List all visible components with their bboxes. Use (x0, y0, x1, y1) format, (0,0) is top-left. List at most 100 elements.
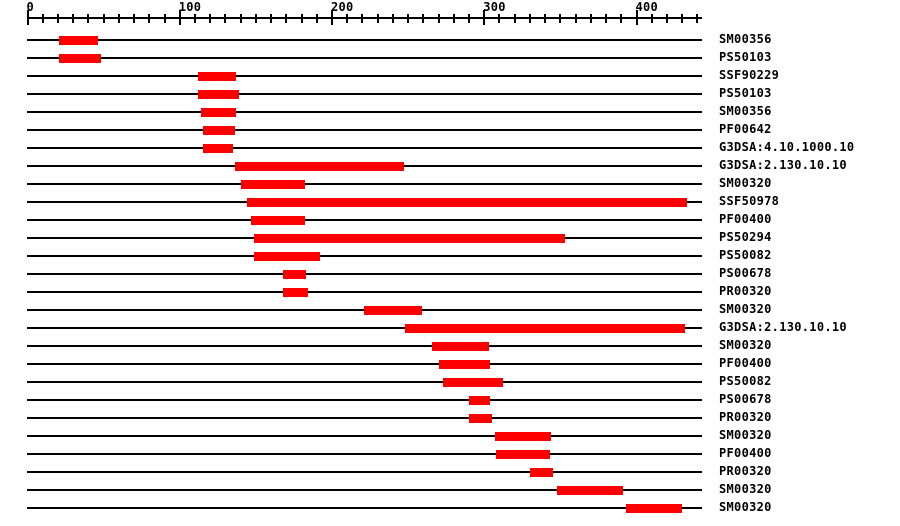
tick-mark (239, 14, 242, 23)
row-label: PR00320 (719, 410, 772, 424)
row-line (27, 327, 702, 329)
tick-mark (209, 14, 212, 23)
tick-mark (605, 14, 608, 23)
ruler-line (27, 17, 702, 19)
tick-mark (696, 14, 699, 23)
tick-mark (300, 14, 303, 23)
row-label: SM00320 (719, 302, 772, 316)
tick-mark (133, 14, 136, 23)
domain-bar (529, 468, 553, 477)
tick-mark (254, 14, 257, 23)
domain-bar (469, 396, 491, 405)
row-line (27, 75, 702, 77)
tick-mark (41, 14, 44, 23)
tick-mark (544, 14, 547, 23)
row-label: SM00320 (719, 500, 772, 514)
row-label: SSF50978 (719, 194, 780, 208)
domain-bar (283, 270, 307, 279)
tick-mark (117, 14, 120, 23)
domain-bar (443, 378, 503, 387)
tick-mark (270, 14, 273, 23)
domain-bar (234, 162, 404, 171)
row-label: PS50082 (719, 374, 772, 388)
domain-bar (283, 288, 308, 297)
tick-mark (574, 14, 577, 23)
row-line (27, 291, 702, 293)
row-line (27, 399, 702, 401)
domain-bar (201, 108, 237, 117)
row-line (27, 183, 702, 185)
tick-mark (681, 14, 684, 23)
row-line (27, 57, 702, 59)
row-label: PS50103 (719, 86, 772, 100)
row-label: SSF90229 (719, 68, 780, 82)
row-label: PS50103 (719, 50, 772, 64)
domain-bar (202, 126, 235, 135)
tick-mark (407, 14, 410, 23)
domain-bar (432, 342, 489, 351)
row-line (27, 129, 702, 131)
row-line (27, 39, 702, 41)
domain-bar (251, 216, 305, 225)
row-line (27, 363, 702, 365)
row-label: PR00320 (719, 464, 772, 478)
row-label: PF00400 (719, 356, 772, 370)
tick-mark (483, 10, 486, 25)
row-label: PF00642 (719, 122, 772, 136)
domain-bar (59, 54, 101, 63)
tick-mark (163, 14, 166, 23)
axis-tick-label: 200 (331, 0, 354, 14)
tick-mark (361, 14, 364, 23)
row-line (27, 147, 702, 149)
tick-mark (650, 14, 653, 23)
tick-mark (635, 10, 638, 25)
domain-bar (438, 360, 491, 369)
row-line (27, 381, 702, 383)
row-label: G3DSA:2.130.10.10 (719, 320, 847, 334)
row-label: SM00320 (719, 428, 772, 442)
row-line (27, 471, 702, 473)
row-label: PS00678 (719, 266, 772, 280)
tick-mark (620, 14, 623, 23)
axis-tick-label: 300 (483, 0, 506, 14)
row-line (27, 273, 702, 275)
domain-bar (202, 144, 234, 153)
domain-bar (469, 414, 492, 423)
tick-mark (589, 14, 592, 23)
axis-tick-label: 400 (635, 0, 659, 14)
domain-bar (496, 450, 550, 459)
row-line (27, 453, 702, 455)
tick-mark (468, 14, 471, 23)
tick-mark (315, 14, 318, 23)
tick-mark (559, 14, 562, 23)
domain-bar (254, 252, 320, 261)
domain-bar (405, 324, 686, 333)
domain-bar (557, 486, 623, 495)
row-label: G3DSA:2.130.10.10 (719, 158, 847, 172)
row-label: PS00678 (719, 392, 772, 406)
tick-mark (193, 14, 196, 23)
row-line (27, 255, 702, 257)
tick-mark (391, 14, 394, 23)
axis-tick-label: 100 (178, 0, 202, 14)
domain-bar (198, 90, 240, 99)
tick-mark (376, 14, 379, 23)
row-line (27, 417, 702, 419)
domain-bar (363, 306, 422, 315)
tick-mark (331, 10, 333, 25)
row-label: PR00320 (719, 284, 772, 298)
row-label: SM00356 (719, 104, 772, 118)
tick-mark (224, 14, 227, 23)
tick-mark (56, 14, 59, 23)
tick-mark (346, 14, 349, 23)
domain-bar (240, 180, 305, 189)
tick-mark (178, 10, 181, 25)
row-label: PF00400 (719, 446, 772, 460)
domain-bar (494, 432, 552, 441)
domain-bar (59, 36, 98, 45)
domain-bar (254, 234, 565, 243)
row-label: PF00400 (719, 212, 772, 226)
tick-mark (498, 14, 501, 23)
row-label: PS50082 (719, 248, 772, 262)
tick-mark (665, 14, 668, 23)
